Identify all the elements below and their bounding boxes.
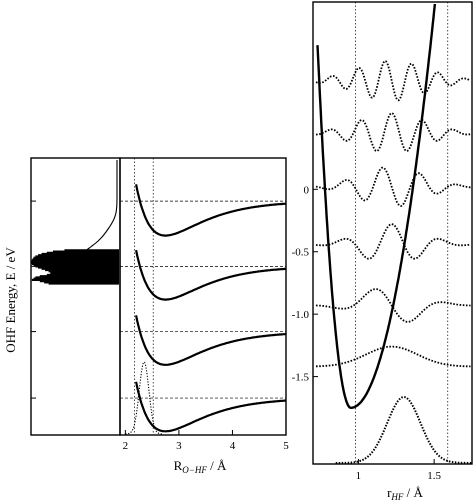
right-y-tick-label: 0 [304, 184, 310, 196]
middle-x-axis-label-main: R [174, 458, 183, 473]
middle-x-tick-label: 2 [123, 440, 129, 452]
vibrational-wavefunction [316, 112, 471, 153]
right-x-ticks: 1 1.5 [356, 459, 442, 482]
left-panel-frame [30, 157, 121, 436]
potential-curve [135, 381, 286, 433]
vibrational-wavefunction [315, 166, 471, 207]
right-x-axis-label: rHF / Å [387, 485, 423, 502]
right-panel-frame [312, 1, 473, 465]
spectrum-profile [78, 160, 118, 263]
right-panel: 0-0.5-1.0-1.5 1 1.5 rHF / Å [292, 1, 473, 502]
right-y-tick-label: -1.5 [292, 372, 310, 384]
vibrational-wavefunction [315, 223, 471, 260]
right-y-tick-label: -0.5 [292, 247, 310, 259]
right-guide-lines [355, 2, 449, 464]
ground-state-distribution [335, 395, 472, 464]
potential-curves [135, 184, 287, 433]
vibrational-wavefunction [316, 345, 471, 368]
middle-x-tick-label: 4 [230, 440, 236, 452]
middle-x-axis-label-unit: / Å [207, 458, 227, 473]
potential-curve [135, 249, 287, 301]
middle-x-ticks: 2 3 4 5 [123, 430, 289, 452]
vibrational-wavefunction [315, 60, 471, 102]
vibrational-wavefunctions [315, 60, 471, 368]
potential-curve [135, 184, 287, 237]
left-axis-ticks [31, 200, 36, 399]
right-x-tick-label: 1 [356, 470, 362, 482]
middle-x-axis-label-sub: O−HF [182, 465, 207, 475]
middle-x-axis-label: RO−HF / Å [174, 458, 227, 475]
left-y-axis-label: OHF Energy, E / eV [3, 247, 18, 353]
hf-potential-well [316, 3, 437, 409]
middle-panel: 2 3 4 5 RO−HF / Å [119, 157, 289, 475]
spectrum-sticks [31, 249, 119, 285]
ground-wavepacket [125, 361, 163, 435]
middle-x-tick-label: 3 [176, 440, 182, 452]
right-x-axis-label-main: r [387, 485, 392, 500]
vibrational-wavefunction [315, 288, 471, 323]
left-panel: OHF Energy, E / eV [3, 157, 121, 436]
middle-x-tick-label: 5 [283, 440, 289, 452]
right-x-axis-label-sub: HF [390, 492, 403, 502]
potential-curve [135, 315, 287, 366]
middle-panel-frame [119, 157, 287, 436]
right-x-tick-label: 1.5 [427, 470, 441, 482]
middle-guide-lines [120, 158, 286, 435]
right-y-ticks: 0 -0.5 -1.0 -1.5 [292, 184, 318, 384]
right-y-tick-label: -1.0 [292, 309, 310, 321]
right-x-axis-label-unit: / Å [403, 485, 423, 500]
